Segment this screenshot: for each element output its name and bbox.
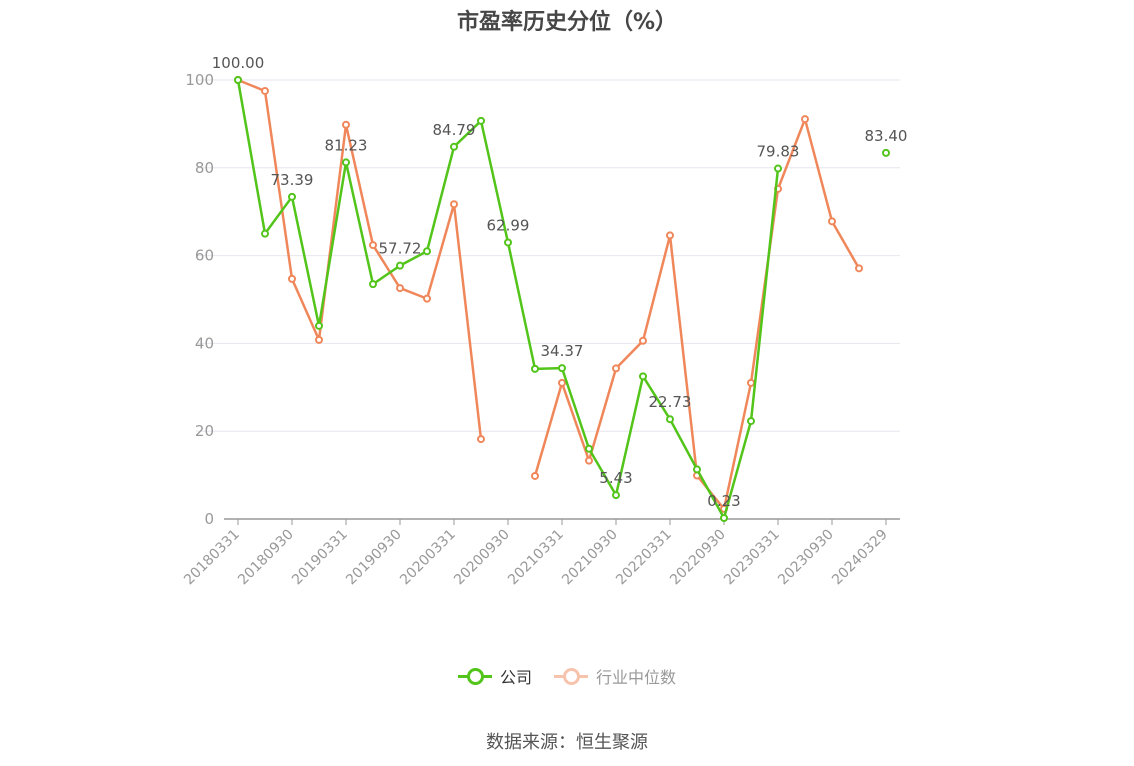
data-label: 62.99 — [487, 216, 530, 234]
legend-item-company[interactable]: 公司 — [457, 664, 532, 688]
data-label: 5.43 — [599, 469, 632, 487]
data-point-company — [558, 364, 566, 373]
data-point-industry-median — [288, 274, 296, 283]
x-tick-label: 20220331 — [613, 527, 675, 589]
data-point-industry-median — [801, 115, 809, 124]
chart-title: 市盈率历史分位（%） — [456, 10, 678, 35]
data-point-company — [234, 76, 242, 84]
data-point-industry-median — [585, 456, 593, 465]
data-point-company — [882, 148, 890, 157]
data-point-company — [693, 465, 701, 474]
data-label: 73.39 — [271, 171, 314, 189]
data-label: 79.83 — [757, 143, 800, 161]
data-point-company — [369, 280, 377, 289]
data-label: 22.73 — [649, 393, 692, 411]
x-tick-label: 20180930 — [235, 527, 297, 589]
data-label: 81.23 — [325, 136, 368, 154]
x-tick-label: 20200331 — [397, 527, 459, 589]
data-point-company — [423, 247, 431, 256]
data-point-company — [288, 192, 296, 201]
legend-label-company: 公司 — [499, 668, 532, 687]
x-tick-label: 20240329 — [829, 527, 891, 589]
x-tick-label: 20210331 — [505, 527, 567, 589]
data-point-company — [504, 238, 512, 247]
data-point-company — [747, 417, 755, 426]
data-point-company — [477, 116, 485, 125]
data-point-company — [531, 364, 539, 373]
data-label: 84.79 — [433, 121, 476, 139]
data-point-company — [585, 444, 593, 453]
legend: 公司 行业中位数 — [0, 664, 1134, 688]
data-point-company — [261, 229, 269, 238]
series-layer — [234, 76, 890, 522]
data-point-industry-median — [261, 86, 269, 95]
data-point-industry-median — [612, 364, 620, 373]
x-tick-label: 20200930 — [451, 527, 513, 589]
data-label: 0.23 — [707, 492, 740, 510]
data-point-company — [720, 513, 728, 522]
data-point-industry-median — [828, 217, 836, 226]
x-tick-label: 20210930 — [559, 527, 621, 589]
data-point-industry-median — [855, 264, 863, 273]
data-point-industry-median — [450, 200, 458, 209]
x-tick-label: 20180331 — [181, 527, 243, 589]
data-point-company — [396, 261, 404, 270]
data-point-industry-median — [477, 435, 485, 444]
legend-label-industry-median: 行业中位数 — [596, 668, 677, 687]
data-point-industry-median — [639, 336, 647, 345]
legend-swatch-company — [457, 668, 492, 685]
data-point-company — [612, 491, 620, 500]
data-point-industry-median — [342, 120, 350, 129]
data-point-industry-median — [666, 231, 674, 240]
data-label: 83.40 — [865, 127, 908, 145]
data-point-industry-median — [396, 284, 404, 293]
data-point-industry-median — [747, 378, 755, 387]
y-tick-label: 60 — [195, 247, 214, 265]
legend-swatch-industry-median — [554, 668, 588, 685]
data-point-company — [450, 142, 458, 151]
y-tick-label: 20 — [195, 422, 214, 440]
chart-plot-area: 0 20 40 60 80 100 2018033120180930201903312019… — [181, 54, 908, 589]
data-point-industry-median — [531, 471, 539, 480]
y-tick-label: 0 — [204, 510, 214, 528]
data-point-company — [342, 158, 350, 167]
y-tick-label: 40 — [195, 334, 214, 352]
data-point-industry-median — [423, 294, 431, 303]
data-point-company — [666, 415, 674, 424]
data-point-company — [639, 372, 647, 381]
legend-item-industry-median[interactable]: 行业中位数 — [554, 664, 676, 688]
data-point-industry-median — [369, 241, 377, 250]
data-point-company — [774, 164, 782, 173]
y-tick-label: 100 — [185, 71, 214, 89]
x-tick-label: 20220930 — [667, 527, 729, 589]
data-label: 100.00 — [212, 54, 265, 72]
data-labels: 100.00 73.39 81.23 57.72 84.79 62.99 34.37 5.43… — [212, 54, 908, 510]
data-point-company — [315, 321, 323, 330]
data-label: 34.37 — [541, 342, 584, 360]
data-point-industry-median — [558, 378, 566, 387]
x-tick-label: 20230930 — [775, 527, 837, 589]
data-label: 57.72 — [379, 240, 422, 258]
x-tick-label: 20190930 — [343, 527, 405, 589]
grid-lines — [196, 79, 900, 432]
x-tick-label: 20190331 — [289, 527, 351, 589]
y-tick-label: 80 — [195, 159, 214, 177]
data-point-industry-median — [315, 335, 323, 344]
data-source: 数据来源：恒生聚源 — [486, 732, 648, 753]
x-tick-label: 20230331 — [721, 527, 783, 589]
